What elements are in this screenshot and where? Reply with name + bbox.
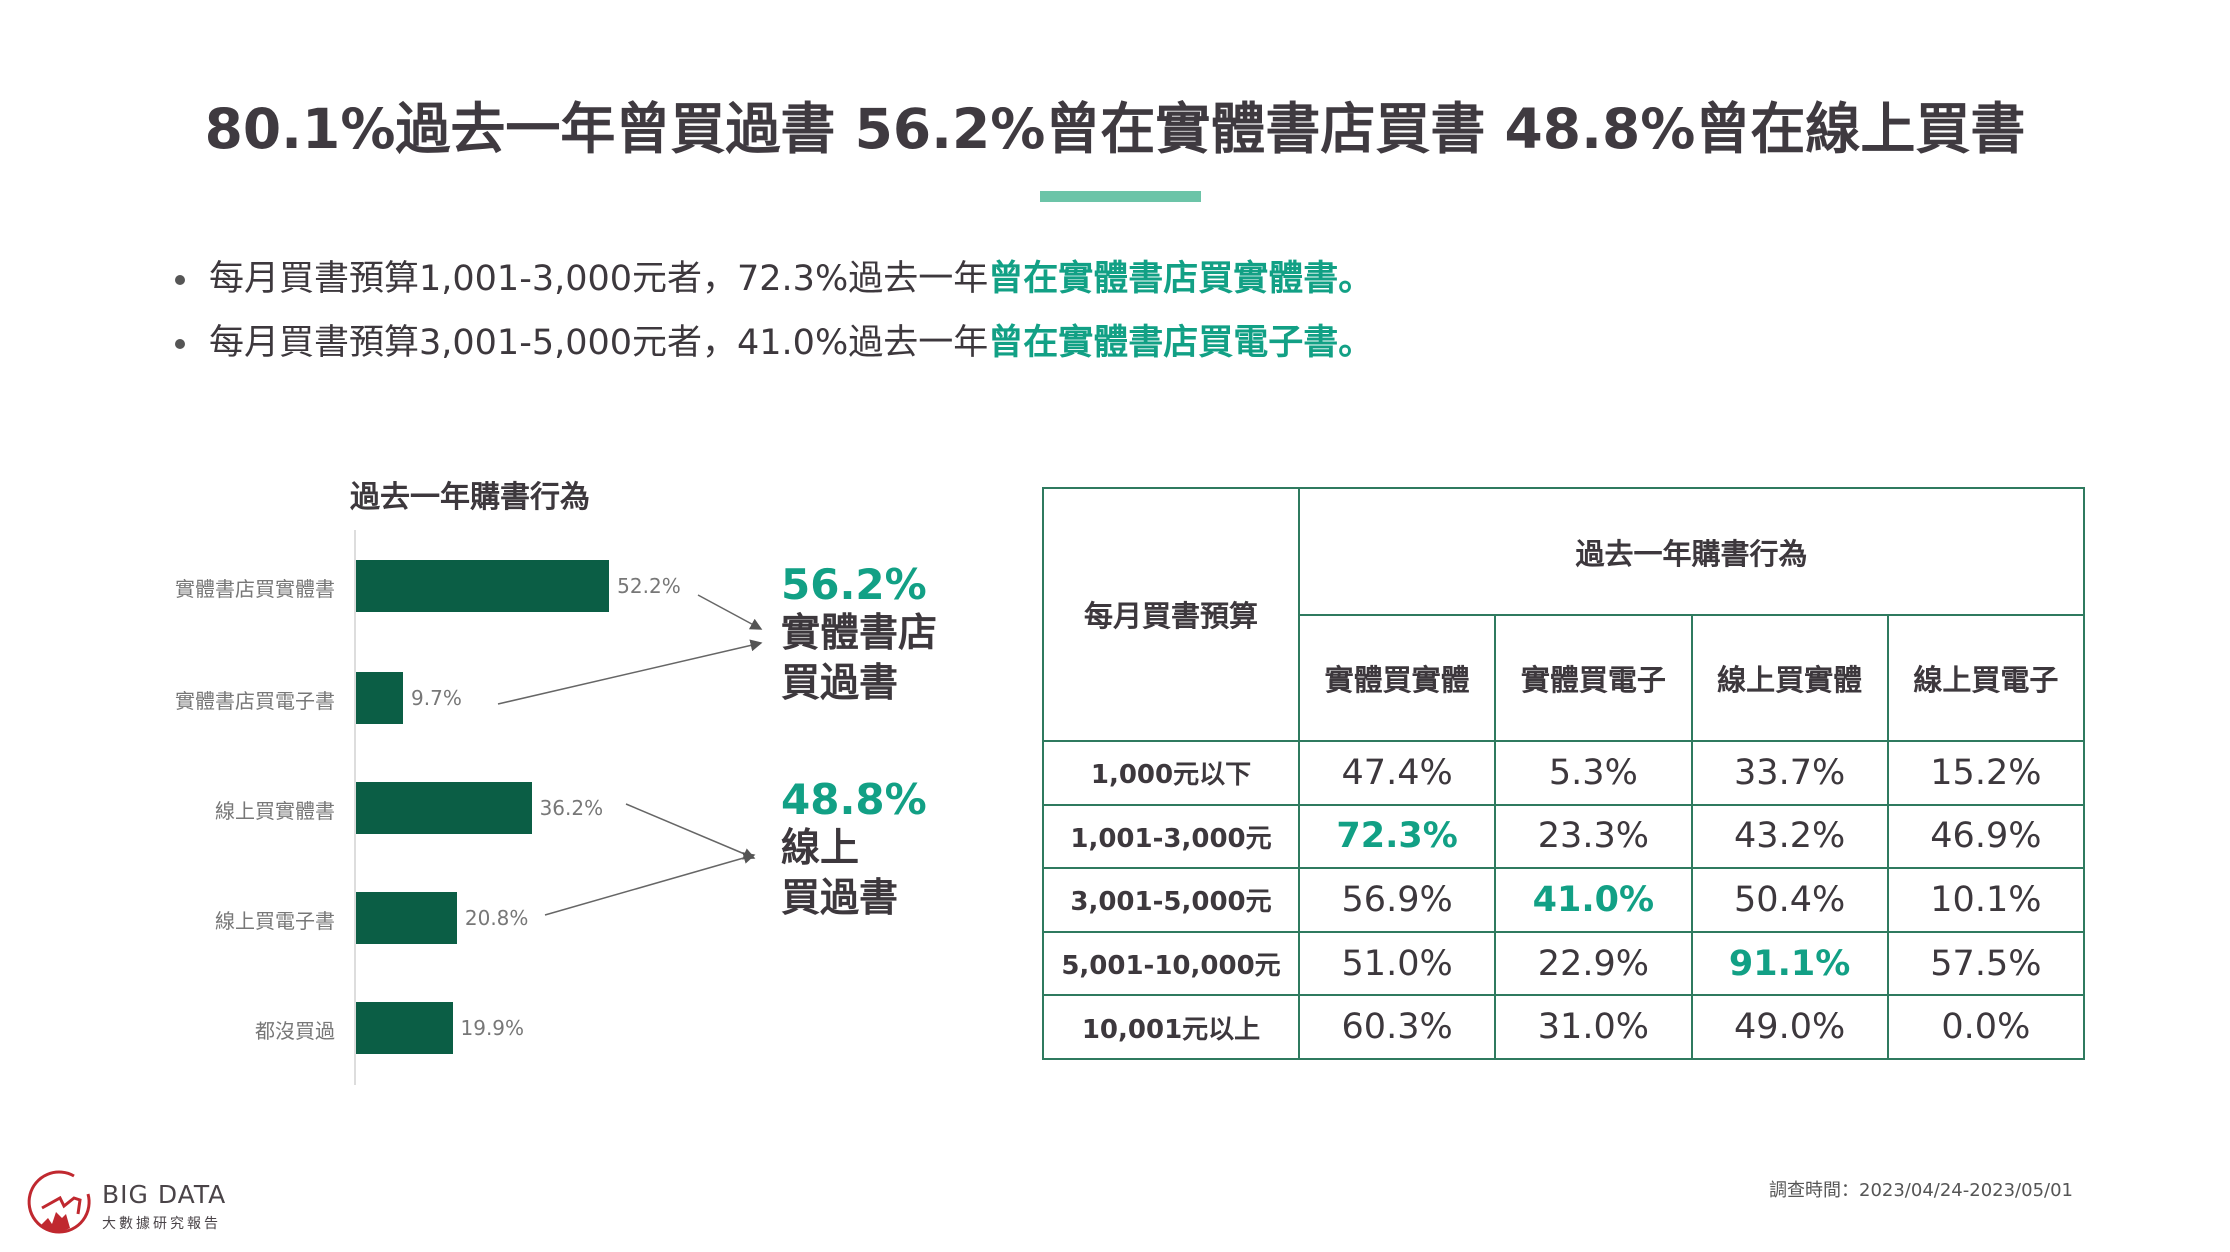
table-cell: 43.2%: [1690, 803, 1889, 870]
table-row: 1,001-3,000元 72.3% 23.3% 43.2% 46.9%: [1042, 803, 2086, 870]
table-cell: 23.3%: [1494, 803, 1693, 870]
value-label: 9.7%: [411, 686, 462, 710]
callout-value: 48.8%: [781, 775, 927, 824]
table-cell: 5.3%: [1494, 739, 1693, 806]
logo-subtitle: 大數據研究報告: [102, 1216, 221, 1232]
callout-online: 48.8% 線上 買過書: [781, 775, 927, 924]
group-header: 過去一年購書行為: [1298, 486, 2085, 617]
table-cell: 72.3%: [1297, 803, 1497, 870]
table-cell: 50.4%: [1690, 867, 1889, 933]
logo: [26, 1168, 94, 1240]
table-cell: 91.1%: [1690, 930, 1889, 997]
table-row: 10,001元以上 60.3% 31.0% 49.0% 0.0%: [1042, 994, 2086, 1060]
bar: [356, 1002, 453, 1054]
row-label: 10,001元以上: [1042, 994, 1300, 1060]
chart-axis: [354, 530, 356, 1085]
arrow: [697, 594, 763, 630]
title-underline: [1040, 191, 1201, 202]
bar: [356, 782, 532, 834]
category-label: 實體書店買實體書: [175, 577, 335, 601]
table-cell: 31.0%: [1494, 994, 1693, 1060]
category-label: 實體書店買電子書: [175, 689, 335, 713]
table-cell: 33.7%: [1690, 739, 1889, 806]
table-cell: 46.9%: [1886, 803, 2086, 870]
callout-text: 買過書: [781, 661, 899, 706]
col-header: 實體買電子: [1494, 614, 1693, 742]
category-label: 線上買電子書: [215, 909, 335, 933]
category-label: 都沒買過: [255, 1019, 335, 1043]
table-cell: 56.9%: [1297, 867, 1497, 933]
table-cell: 49.0%: [1690, 994, 1889, 1060]
bar: [356, 672, 404, 724]
chart-title: 過去一年購書行為: [350, 480, 590, 515]
bullet-text: 每月買書預算1,001-3,000元者，72.3%過去一年: [209, 259, 989, 299]
bullet-highlight: 曾在實體書店買電子書。: [988, 323, 1374, 363]
row-label: 5,001-10,000元: [1042, 930, 1300, 997]
table-cell: 51.0%: [1297, 930, 1497, 997]
bar: [356, 892, 457, 944]
row-label: 1,000元以下: [1042, 739, 1300, 806]
row-label: 1,001-3,000元: [1042, 803, 1300, 870]
table-row: 1,000元以下 47.4% 5.3% 33.7% 15.2%: [1042, 739, 2086, 806]
arrow: [497, 639, 763, 705]
value-label: 36.2%: [539, 796, 604, 820]
category-label: 線上買實體書: [215, 799, 335, 823]
bullet-highlight: 曾在實體書店買實體書。: [988, 259, 1374, 299]
callout-text: 實體書店: [781, 611, 938, 656]
bar: [356, 560, 610, 612]
table-cell: 41.0%: [1494, 867, 1693, 933]
table-cell: 47.4%: [1297, 739, 1497, 806]
table-cell: 22.9%: [1494, 930, 1693, 997]
row-header: 每月買書預算: [1042, 487, 1300, 742]
bullet-dot-icon: [175, 339, 185, 349]
col-header: 線上買電子: [1886, 614, 2086, 742]
value-label: 20.8%: [464, 906, 529, 930]
value-label: 52.2%: [617, 574, 681, 598]
table-row: 3,001-5,000元 56.9% 41.0% 50.4% 10.1%: [1042, 867, 2086, 933]
logo-icon: [27, 1170, 91, 1234]
table-cell: 15.2%: [1886, 739, 2086, 806]
bullet-dot-icon: [175, 275, 185, 285]
callout-physical: 56.2% 實體書店 買過書: [781, 560, 937, 709]
bullet-1: 每月買書預算1,001-3,000元者，72.3%過去一年曾在實體書店買實體書。: [175, 250, 1373, 301]
row-label: 3,001-5,000元: [1042, 867, 1300, 933]
arrow: [625, 803, 756, 860]
logo-name: BIG DATA: [102, 1180, 227, 1209]
callout-value: 56.2%: [781, 560, 927, 609]
page-title: 80.1%過去一年曾買過書 56.2%曾在實體書店買書 48.8%曾在線上買書: [204, 97, 2026, 161]
survey-period: 調查時間：2023/04/24-2023/05/01: [1769, 1180, 2073, 1201]
table-cell: 57.5%: [1886, 930, 2086, 997]
callout-text: 線上: [781, 826, 860, 871]
callout-text: 買過書: [781, 876, 899, 921]
budget-table: 每月買書預算 過去一年購書行為 實體買實體 實體買電子 線上買實體 線上買電子 …: [1042, 486, 2086, 1060]
arrow: [544, 852, 756, 916]
table-cell: 60.3%: [1297, 994, 1497, 1060]
value-label: 19.9%: [460, 1016, 525, 1040]
col-header: 線上買實體: [1690, 614, 1889, 742]
col-header: 實體買實體: [1297, 614, 1497, 742]
bullet-text: 每月買書預算3,001-5,000元者，41.0%過去一年: [209, 323, 989, 363]
table-row: 5,001-10,000元 51.0% 22.9% 91.1% 57.5%: [1042, 930, 2086, 997]
table-cell: 0.0%: [1886, 994, 2086, 1060]
table-cell: 10.1%: [1886, 867, 2086, 933]
bullet-2: 每月買書預算3,001-5,000元者，41.0%過去一年曾在實體書店買電子書。: [175, 314, 1373, 365]
